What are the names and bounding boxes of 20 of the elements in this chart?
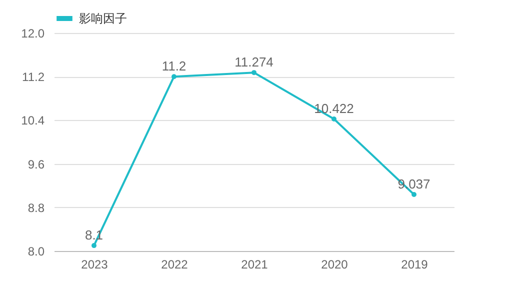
- x-tick-label: 2021: [241, 258, 268, 272]
- y-tick-label: 12.0: [21, 26, 45, 40]
- data-label: 10.422: [314, 101, 354, 116]
- point: [412, 192, 416, 197]
- y-tick-label: 10.4: [21, 114, 45, 128]
- x-tick-label: 2020: [321, 258, 348, 272]
- point: [172, 74, 176, 80]
- point: [92, 243, 96, 248]
- point: [332, 116, 336, 122]
- data-label: 11.2: [162, 58, 186, 74]
- y-tick-label: 11.2: [22, 70, 45, 84]
- data-label: 11.274: [234, 54, 274, 70]
- x-tick-label: 2022: [161, 258, 188, 272]
- y-tick-label: 8.8: [28, 200, 45, 215]
- y-tick-label: 9.6: [28, 157, 45, 172]
- x-tick-label: 2019: [401, 258, 428, 272]
- y-tick-label: 8.0: [28, 244, 45, 258]
- legend-label: 影响因子: [79, 12, 127, 26]
- x-tick-label: 2023: [81, 258, 108, 272]
- point: [252, 70, 256, 76]
